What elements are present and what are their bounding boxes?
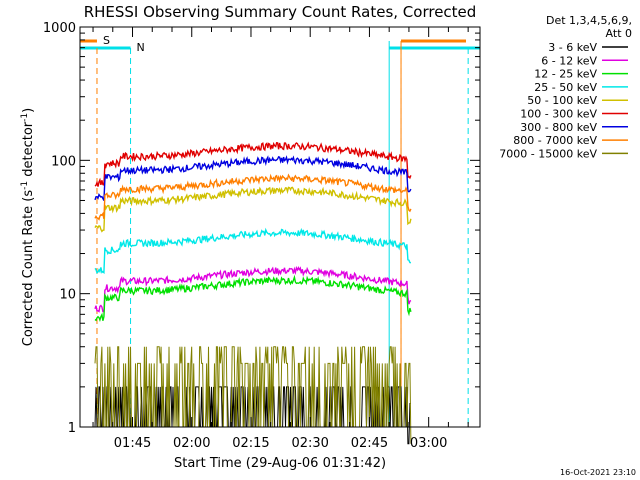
y-tick-label: 1000 [43, 21, 76, 36]
legend-label-8: 7000 - 15000 keV [499, 147, 597, 160]
series-line-4 [94, 186, 412, 233]
y-axis-label-sup1: -1 [20, 181, 30, 190]
legend-label-2: 12 - 25 keV [534, 68, 597, 81]
axes: 1 10 100 1000 01:45 02:00 02:15 02:30 02:45 03:00 [43, 21, 480, 451]
plot-frame [79, 26, 481, 428]
x-axis-label: Start Time (29-Aug-06 01:31:42) [174, 456, 386, 471]
chart-title: RHESSI Observing Summary Count Rates, Co… [84, 3, 477, 21]
y-tick-label: 1 [68, 421, 76, 436]
series-line-7 [94, 173, 412, 221]
y-axis-label-main: Corrected Count Rate (s [21, 190, 36, 347]
series-line-5 [94, 141, 412, 187]
legend-label-4: 50 - 100 keV [527, 94, 597, 107]
y-tick-label: 10 [59, 288, 76, 303]
legend-label-5: 100 - 300 keV [520, 108, 597, 121]
marker-label-n: N [137, 41, 145, 54]
legend-label-1: 6 - 12 keV [541, 54, 597, 67]
legend-header-line1: Det 1,3,4,5,6,9, [546, 14, 632, 27]
legend-label-6: 300 - 800 keV [520, 121, 597, 134]
legend-label-0: 3 - 6 keV [548, 41, 597, 54]
footer-timestamp: 16-Oct-2021 23:10 [560, 468, 636, 477]
series-lines [94, 141, 412, 445]
series-line-2 [94, 274, 412, 323]
series-line-6 [94, 155, 412, 201]
x-tick-label: 02:15 [232, 436, 269, 451]
y-axis-label-mid: detector [21, 121, 36, 181]
x-tick-label: 02:45 [351, 436, 388, 451]
legend-header-line2: Att 0 [606, 27, 632, 40]
x-tick-label: 02:00 [173, 436, 210, 451]
series-line-8 [94, 346, 412, 444]
y-axis-label: Corrected Count Rate (s-1 detector-1) [20, 108, 36, 346]
x-tick-label: 03:00 [410, 436, 447, 451]
series-line-1 [94, 265, 412, 313]
legend-label-3: 25 - 50 keV [534, 81, 597, 94]
y-tick-label: 100 [51, 154, 76, 169]
y-axis-label-sup2: -1 [20, 113, 30, 122]
y-axis-label-end: ) [21, 108, 36, 113]
x-tick-label: 01:45 [114, 436, 151, 451]
series-line-3 [94, 227, 412, 275]
marker-label-s: S [103, 34, 110, 47]
legend-label-7: 800 - 7000 keV [513, 134, 597, 147]
x-tick-label: 02:30 [291, 436, 328, 451]
